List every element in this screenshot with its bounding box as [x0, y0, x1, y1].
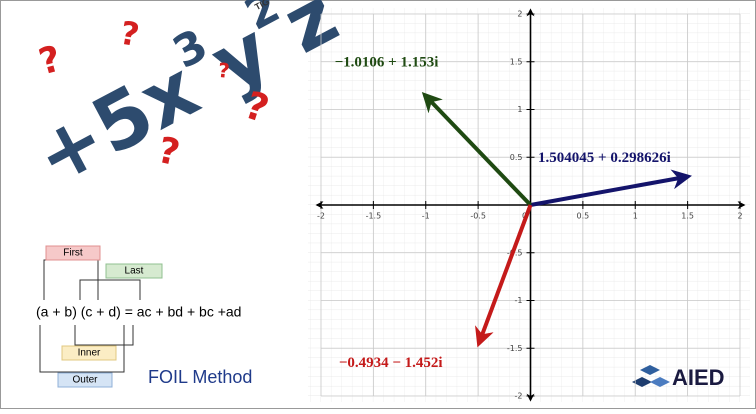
y-tick-label: -1 — [515, 296, 523, 305]
vector-label: −1.0106 + 1.153i — [335, 54, 439, 70]
logo-icon — [632, 365, 670, 387]
x-tick-label: -0.5 — [470, 212, 486, 221]
y-tick-label: 1 — [517, 105, 522, 114]
foil-equation: (a + b) (c + d) = ac + bd + bc +ad — [36, 304, 241, 320]
vector — [421, 92, 532, 207]
y-tick-label: 1.5 — [510, 57, 523, 66]
x-tick-label: -2 — [317, 212, 325, 221]
vector-label: −0.4934 − 1.452i — [339, 355, 443, 371]
inner-label: Inner — [78, 348, 101, 359]
plot: -2-1.5-1-0.500.511.52-2-1.5-1-0.50.511.5… — [315, 8, 746, 402]
y-tick-label: 0.5 — [510, 153, 523, 162]
first-label: First — [63, 248, 83, 259]
outer-label: Outer — [72, 375, 98, 386]
outer-box — [57, 372, 113, 388]
x-tick-label: 0.5 — [577, 212, 590, 221]
vector-label: 1.504045 + 0.298626i — [538, 150, 671, 166]
x-tick-label: 1.5 — [681, 212, 694, 221]
inner-box — [61, 345, 117, 361]
last-box — [105, 263, 163, 279]
last-label: Last — [125, 266, 144, 277]
logo-text: AIED — [672, 365, 725, 390]
vector — [530, 169, 692, 207]
x-tick-label: 2 — [737, 212, 742, 221]
x-tick-label: -1.5 — [366, 212, 382, 221]
foil-caption: FOIL Method — [148, 367, 252, 387]
x-tick-label: 1 — [633, 212, 638, 221]
y-tick-label: 2 — [517, 10, 522, 19]
question-mark: ? — [217, 58, 231, 83]
y-tick-label: -2 — [515, 392, 523, 401]
x-tick-label: -1 — [422, 212, 430, 221]
vector — [475, 204, 533, 348]
first-box — [45, 245, 101, 261]
y-tick-label: -1.5 — [507, 344, 523, 353]
